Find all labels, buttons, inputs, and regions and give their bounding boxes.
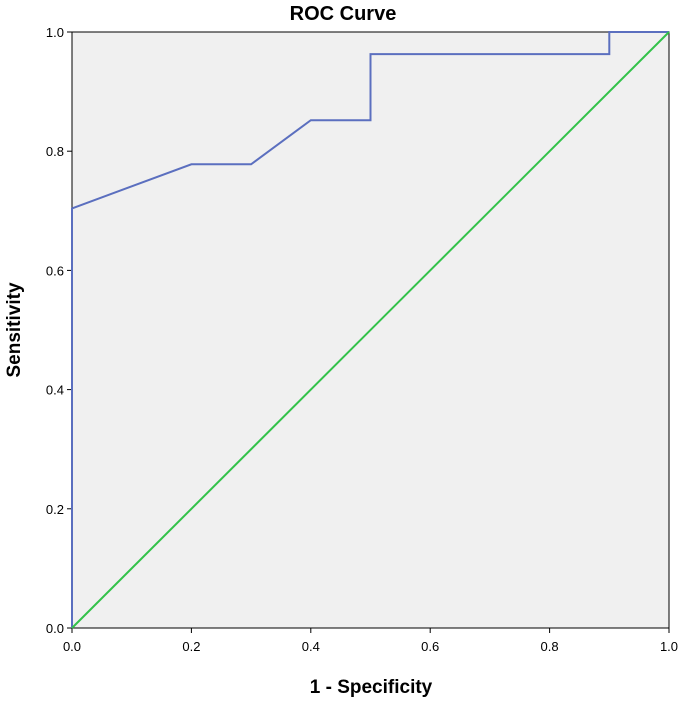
y-tick-label: 0.2 [46, 502, 64, 517]
x-tick-label: 0.4 [302, 639, 320, 654]
y-tick-label: 0.4 [46, 383, 64, 398]
reference-line [71, 31, 670, 629]
x-axis-label: 1 - Specificity [310, 677, 433, 698]
y-tick-label: 0.0 [46, 621, 64, 636]
x-tick-label: 0.8 [541, 639, 559, 654]
y-axis-label: Sensitivity [4, 282, 25, 377]
x-tick-label: 0.6 [421, 639, 439, 654]
axis-ticks: 0.0 0.2 0.4 0.6 0.8 1.0 0.0 0.2 0.4 0.6 0.8 1.0 [46, 25, 678, 654]
series-lines [71, 31, 670, 629]
chart-title: ROC Curve [290, 3, 397, 25]
roc-curve-line [71, 31, 669, 628]
y-tick-label: 1.0 [46, 25, 64, 40]
x-tick-label: 0.0 [63, 639, 81, 654]
y-tick-label: 0.6 [46, 263, 64, 278]
y-tick-label: 0.8 [46, 144, 64, 159]
x-tick-label: 1.0 [660, 639, 678, 654]
x-tick-label: 0.2 [182, 639, 200, 654]
